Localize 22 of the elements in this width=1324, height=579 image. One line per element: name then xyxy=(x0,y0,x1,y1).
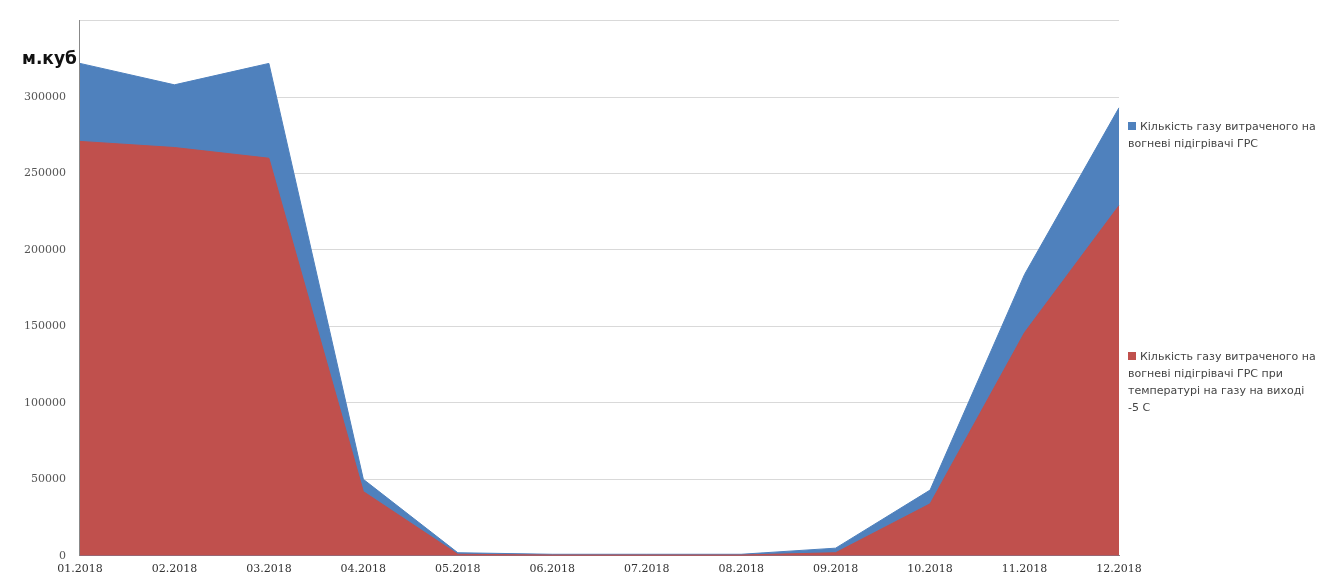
x-tick-label: 03.2018 xyxy=(246,562,292,576)
y-tick-label: 250000 xyxy=(23,166,66,180)
y-tick-label: 200000 xyxy=(23,242,66,256)
x-tick-label: 12.2018 xyxy=(1096,562,1142,576)
y-tick-label: 50000 xyxy=(30,472,66,486)
x-tick-label: 02.2018 xyxy=(151,562,198,576)
x-tick-label: 08.2018 xyxy=(718,562,764,576)
y-axis-title: м.куб xyxy=(22,48,77,69)
y-tick-label: 300000 xyxy=(23,89,66,103)
x-tick-label: 01.2018 xyxy=(57,562,103,576)
x-tick-label: 10.2018 xyxy=(907,562,953,576)
x-tick-label: 05.2018 xyxy=(435,562,481,576)
legend-label: Кількість газу витраченого на вогневі підігрівачі ГРС xyxy=(1128,119,1317,152)
legend-label: Кількість газу витраченого на вогневі підігрівачі ГРС при температурі на газу на виході -5 С xyxy=(1128,349,1317,416)
x-tick-label: 09.2018 xyxy=(812,562,859,576)
y-tick-label: 0 xyxy=(58,548,66,562)
y-tick-label: 150000 xyxy=(23,319,66,333)
x-tick-label: 07.2018 xyxy=(623,562,670,576)
x-tick-label: 11.2018 xyxy=(1001,562,1048,576)
x-tick-label: 06.2018 xyxy=(529,562,576,576)
x-tick-label: 04.2018 xyxy=(340,562,387,576)
y-tick-label: 100000 xyxy=(23,395,66,409)
